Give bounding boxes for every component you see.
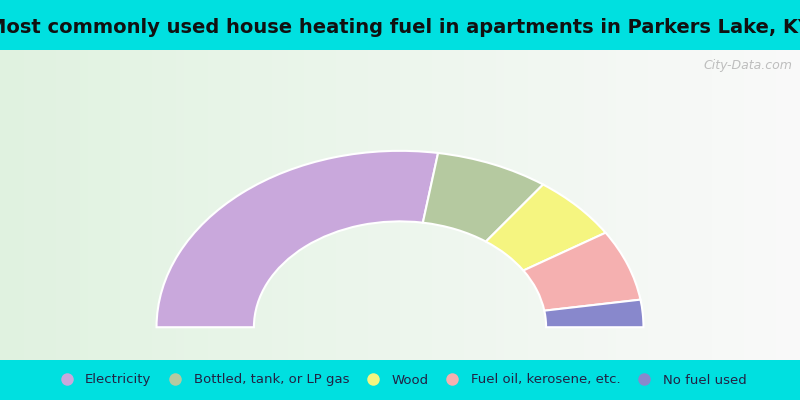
Legend: Electricity, Bottled, tank, or LP gas, Wood, Fuel oil, kerosene, etc., No fuel u: Electricity, Bottled, tank, or LP gas, W… [50, 370, 750, 390]
Text: City-Data.com: City-Data.com [703, 59, 792, 72]
Wedge shape [544, 300, 643, 327]
Wedge shape [157, 151, 438, 327]
Wedge shape [423, 153, 543, 242]
Wedge shape [523, 233, 641, 311]
Wedge shape [486, 184, 606, 270]
Text: Most commonly used house heating fuel in apartments in Parkers Lake, KY: Most commonly used house heating fuel in… [0, 18, 800, 37]
